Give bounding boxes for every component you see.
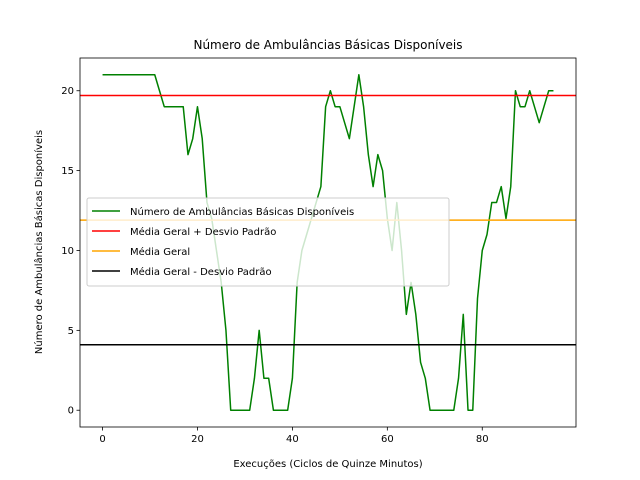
series-line-available-ambulances: [102, 74, 554, 411]
legend-label: Média Geral: [130, 246, 190, 258]
legend-label: Número de Ambulâncias Básicas Disponívei…: [130, 206, 354, 218]
y-tick-label: 20: [61, 86, 74, 97]
y-axis-ticks: 0 5 10 15 20: [61, 86, 80, 417]
x-tick-label: 60: [381, 434, 394, 445]
x-tick-label: 20: [191, 434, 204, 445]
x-axis-label: Execuções (Ciclos de Quinze Minutos): [233, 459, 422, 470]
legend-label: Média Geral + Desvio Padrão: [130, 226, 276, 238]
legend: Número de Ambulâncias Básicas Disponívei…: [86, 197, 450, 287]
y-tick-label: 0: [68, 406, 74, 417]
y-tick-label: 10: [61, 246, 74, 257]
chart-title: Número de Ambulâncias Básicas Disponívei…: [193, 38, 462, 52]
x-tick-label: 40: [286, 434, 299, 445]
legend-box: [86, 197, 450, 287]
legend-label: Média Geral - Desvio Padrão: [130, 266, 272, 278]
y-tick-label: 5: [68, 326, 74, 337]
y-axis-label: Número de Ambulâncias Básicas Disponívei…: [33, 130, 45, 354]
x-axis-ticks: 0 20 40 60 80: [99, 427, 489, 445]
x-tick-label: 80: [476, 434, 489, 445]
axes-frame: [79, 57, 577, 428]
x-tick-label: 0: [99, 434, 105, 445]
y-tick-label: 15: [61, 166, 74, 177]
